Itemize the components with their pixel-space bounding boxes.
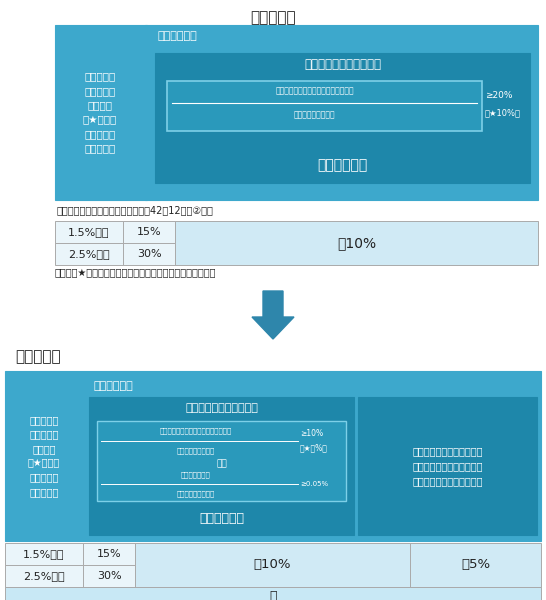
Text: 1.5%以上: 1.5%以上 bbox=[23, 549, 65, 559]
Text: ＋10%: ＋10% bbox=[254, 559, 291, 571]
Text: 【改正後】: 【改正後】 bbox=[15, 349, 61, 364]
Text: ＋5%: ＋5% bbox=[461, 559, 490, 571]
Text: ［★５%］: ［★５%］ bbox=[300, 443, 328, 452]
Bar bbox=[358, 397, 537, 535]
Bar bbox=[155, 53, 530, 183]
Text: 15%: 15% bbox=[97, 549, 121, 559]
Bar bbox=[145, 25, 147, 200]
Text: ≥0.05%: ≥0.05% bbox=[300, 481, 328, 487]
Text: 子育てとの両立支援・女性
活躍支援に関する要件を満
たす場合（次ページ参照）: 子育てとの両立支援・女性 活躍支援に関する要件を満 たす場合（次ページ参照） bbox=[412, 446, 483, 486]
Text: 30%: 30% bbox=[136, 249, 161, 259]
Text: ＋: ＋ bbox=[269, 589, 277, 600]
Text: 税額控除割合: 税額控除割合 bbox=[157, 31, 197, 41]
Bar bbox=[167, 81, 482, 131]
Bar bbox=[5, 371, 541, 541]
Bar bbox=[97, 421, 346, 501]
Bar bbox=[55, 243, 123, 265]
Text: 15%: 15% bbox=[136, 227, 161, 237]
Text: 継続雇用者
給与等支給
増加割合
［★雇用者
給与等支給
増加割合］: 継続雇用者 給与等支給 増加割合 ［★雇用者 給与等支給 増加割合］ bbox=[28, 415, 60, 497]
Text: 30%: 30% bbox=[97, 571, 121, 581]
Text: ≥10%: ≥10% bbox=[300, 430, 323, 439]
Text: 1.5%以上: 1.5%以上 bbox=[68, 227, 110, 237]
Bar bbox=[55, 25, 538, 200]
Bar bbox=[135, 543, 410, 587]
Text: ［中小企業者等向けの措置（旧措法42の12の５②）］: ［中小企業者等向けの措置（旧措法42の12の５②）］ bbox=[57, 205, 214, 215]
Text: 教育訓練費に関する要件: 教育訓練費に関する要件 bbox=[304, 58, 381, 71]
Text: 継続雇用者
給与等支給
増加割合
［★雇用者
給与等支給
増加割合］: 継続雇用者 給与等支給 増加割合 ［★雇用者 給与等支給 増加割合］ bbox=[83, 71, 117, 154]
Text: 教育訓練費の額－比較教育訓練費の額: 教育訓練費の額－比較教育訓練費の額 bbox=[159, 428, 232, 434]
Bar bbox=[5, 543, 83, 565]
Text: 教育訓練費の額－比較教育訓練費の額: 教育訓練費の額－比較教育訓練費の額 bbox=[275, 86, 354, 95]
Text: 教育訓練費の額: 教育訓練費の額 bbox=[181, 472, 210, 478]
Bar bbox=[175, 221, 538, 265]
Text: かつ: かつ bbox=[216, 460, 227, 469]
Text: 比較教育訓練費の額: 比較教育訓練費の額 bbox=[176, 448, 215, 454]
Bar bbox=[89, 397, 354, 535]
Bar bbox=[83, 565, 135, 587]
Text: ＋10%: ＋10% bbox=[337, 236, 376, 250]
Text: 教育訓練費に関する要件: 教育訓練費に関する要件 bbox=[185, 403, 258, 413]
Bar bbox=[123, 221, 175, 243]
Text: ≥20%: ≥20% bbox=[485, 91, 513, 100]
Bar bbox=[5, 587, 541, 600]
Text: 2.5%以上: 2.5%以上 bbox=[68, 249, 110, 259]
Text: 税額控除割合: 税額控除割合 bbox=[93, 381, 133, 391]
Text: を満たす場合: を満たす場合 bbox=[199, 512, 244, 526]
Text: 【改正前】: 【改正前】 bbox=[250, 10, 296, 25]
Text: （注）［★］内は、中小企業者等向けの措置の要件等です。: （注）［★］内は、中小企業者等向けの措置の要件等です。 bbox=[55, 268, 217, 278]
Polygon shape bbox=[252, 291, 294, 339]
Text: を満たす場合: を満たす場合 bbox=[317, 158, 367, 172]
Bar bbox=[55, 221, 123, 243]
Bar bbox=[410, 543, 541, 587]
Text: ［★10%］: ［★10%］ bbox=[485, 109, 521, 118]
Bar bbox=[83, 543, 135, 565]
Bar bbox=[123, 243, 175, 265]
Text: 2.5%以上: 2.5%以上 bbox=[23, 571, 65, 581]
Text: 雇用者給与等支給額: 雇用者給与等支給額 bbox=[176, 491, 215, 497]
Text: 比較教育訓練費の額: 比較教育訓練費の額 bbox=[294, 110, 335, 119]
Bar bbox=[5, 565, 83, 587]
